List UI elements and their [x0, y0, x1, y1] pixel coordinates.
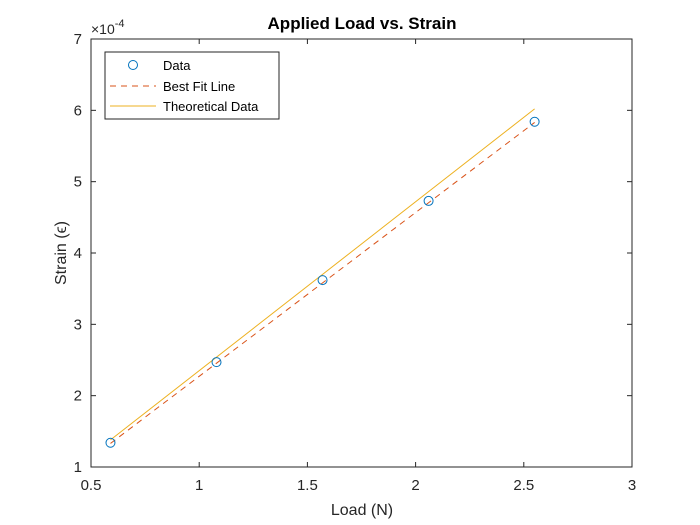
x-tick-label: 1 — [195, 477, 203, 494]
data-point — [211, 357, 222, 368]
y-multiplier-exponent: -4 — [115, 18, 125, 30]
legend-bestfit-label: Best Fit Line — [163, 79, 235, 94]
data-point — [105, 437, 116, 448]
x-tick-label: 3 — [628, 477, 636, 494]
x-tick-label: 0.5 — [81, 477, 102, 494]
x-tick-label: 2 — [411, 477, 419, 494]
x-axis-label: Load (N) — [331, 502, 393, 519]
data-point — [529, 116, 540, 127]
y-multiplier-base: ×10 — [91, 21, 115, 37]
y-tick-label: 7 — [74, 31, 82, 48]
y-tick-label: 6 — [74, 102, 82, 119]
y-tick-label: 2 — [74, 388, 82, 405]
tick-marks — [90, 38, 633, 468]
y-tick-label: 3 — [74, 316, 82, 333]
x-tick-label: 1.5 — [297, 477, 318, 494]
x-tick-labels: 0.5 1 1.5 2 2.5 3 — [81, 477, 637, 494]
legend: Data Best Fit Line Theoretical Data — [104, 51, 280, 120]
x-tick-label: 2.5 — [513, 477, 534, 494]
data-point — [317, 275, 328, 286]
legend-theoretical-label: Theoretical Data — [163, 99, 259, 114]
y-tick-label: 1 — [74, 459, 82, 476]
y-axis-multiplier: ×10-4 — [91, 18, 125, 37]
chart-title: Applied Load vs. Strain — [268, 14, 457, 33]
data-point — [423, 195, 434, 206]
y-tick-label: 4 — [74, 245, 82, 262]
theoretical-line — [110, 108, 535, 441]
legend-data-marker — [128, 60, 138, 70]
y-tick-labels: 1 2 3 4 5 6 7 — [74, 31, 82, 476]
best-fit-line — [110, 122, 535, 444]
series-layer — [105, 108, 540, 448]
legend-data-label: Data — [163, 58, 191, 73]
y-tick-label: 5 — [74, 174, 82, 191]
y-axis-label: Strain (ϵ) — [53, 221, 70, 285]
